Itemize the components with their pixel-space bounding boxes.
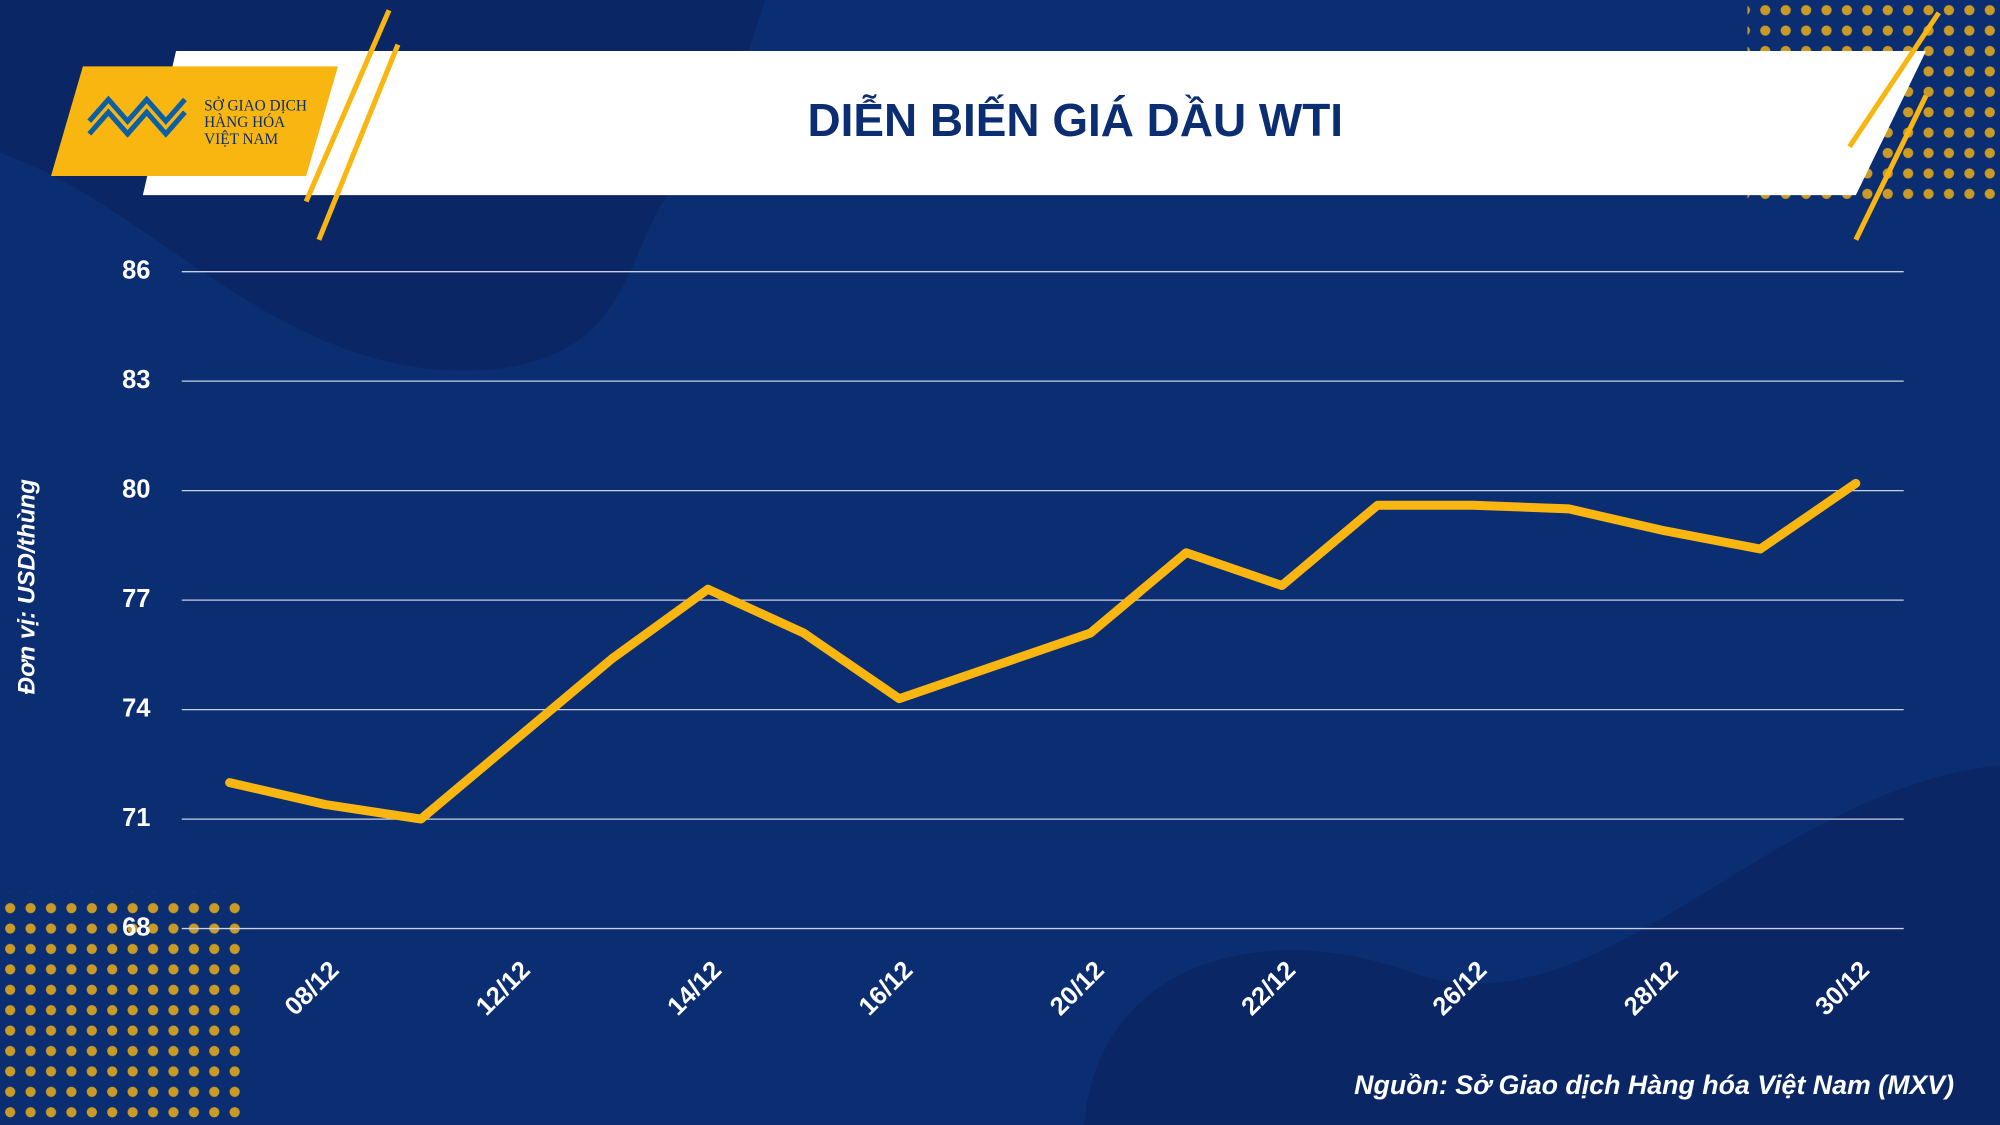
logo-text: SỞ GIAO DỊCH bbox=[204, 98, 307, 115]
y-tick-label: 83 bbox=[122, 366, 150, 394]
logo-box bbox=[51, 66, 339, 177]
line-series bbox=[225, 478, 1861, 824]
source-note: Nguồn: Sở Giao dịch Hàng hóa Việt Nam (M… bbox=[1354, 1070, 1954, 1100]
y-tick-label: 80 bbox=[122, 475, 150, 503]
y-axis-label: Đơn vị: USD/thùng bbox=[13, 479, 40, 695]
decor bbox=[1084, 765, 2000, 1125]
y-tick-label: 68 bbox=[122, 913, 150, 941]
y-tick-label: 77 bbox=[122, 585, 150, 613]
y-tick-label: 74 bbox=[122, 694, 151, 722]
header-banner bbox=[142, 51, 1927, 196]
logo-text: VIỆT NAM bbox=[204, 131, 278, 148]
logo-text: HÀNG HÓA bbox=[204, 114, 285, 131]
logo-icon bbox=[87, 95, 187, 138]
decor-dots bbox=[0, 892, 243, 1125]
chart-title: DIỄN BIẾN GIÁ DẦU WTI bbox=[807, 94, 1343, 146]
decor-lines bbox=[303, 9, 1941, 241]
y-tick-label: 86 bbox=[122, 256, 150, 284]
y-tick-label: 71 bbox=[122, 804, 150, 832]
